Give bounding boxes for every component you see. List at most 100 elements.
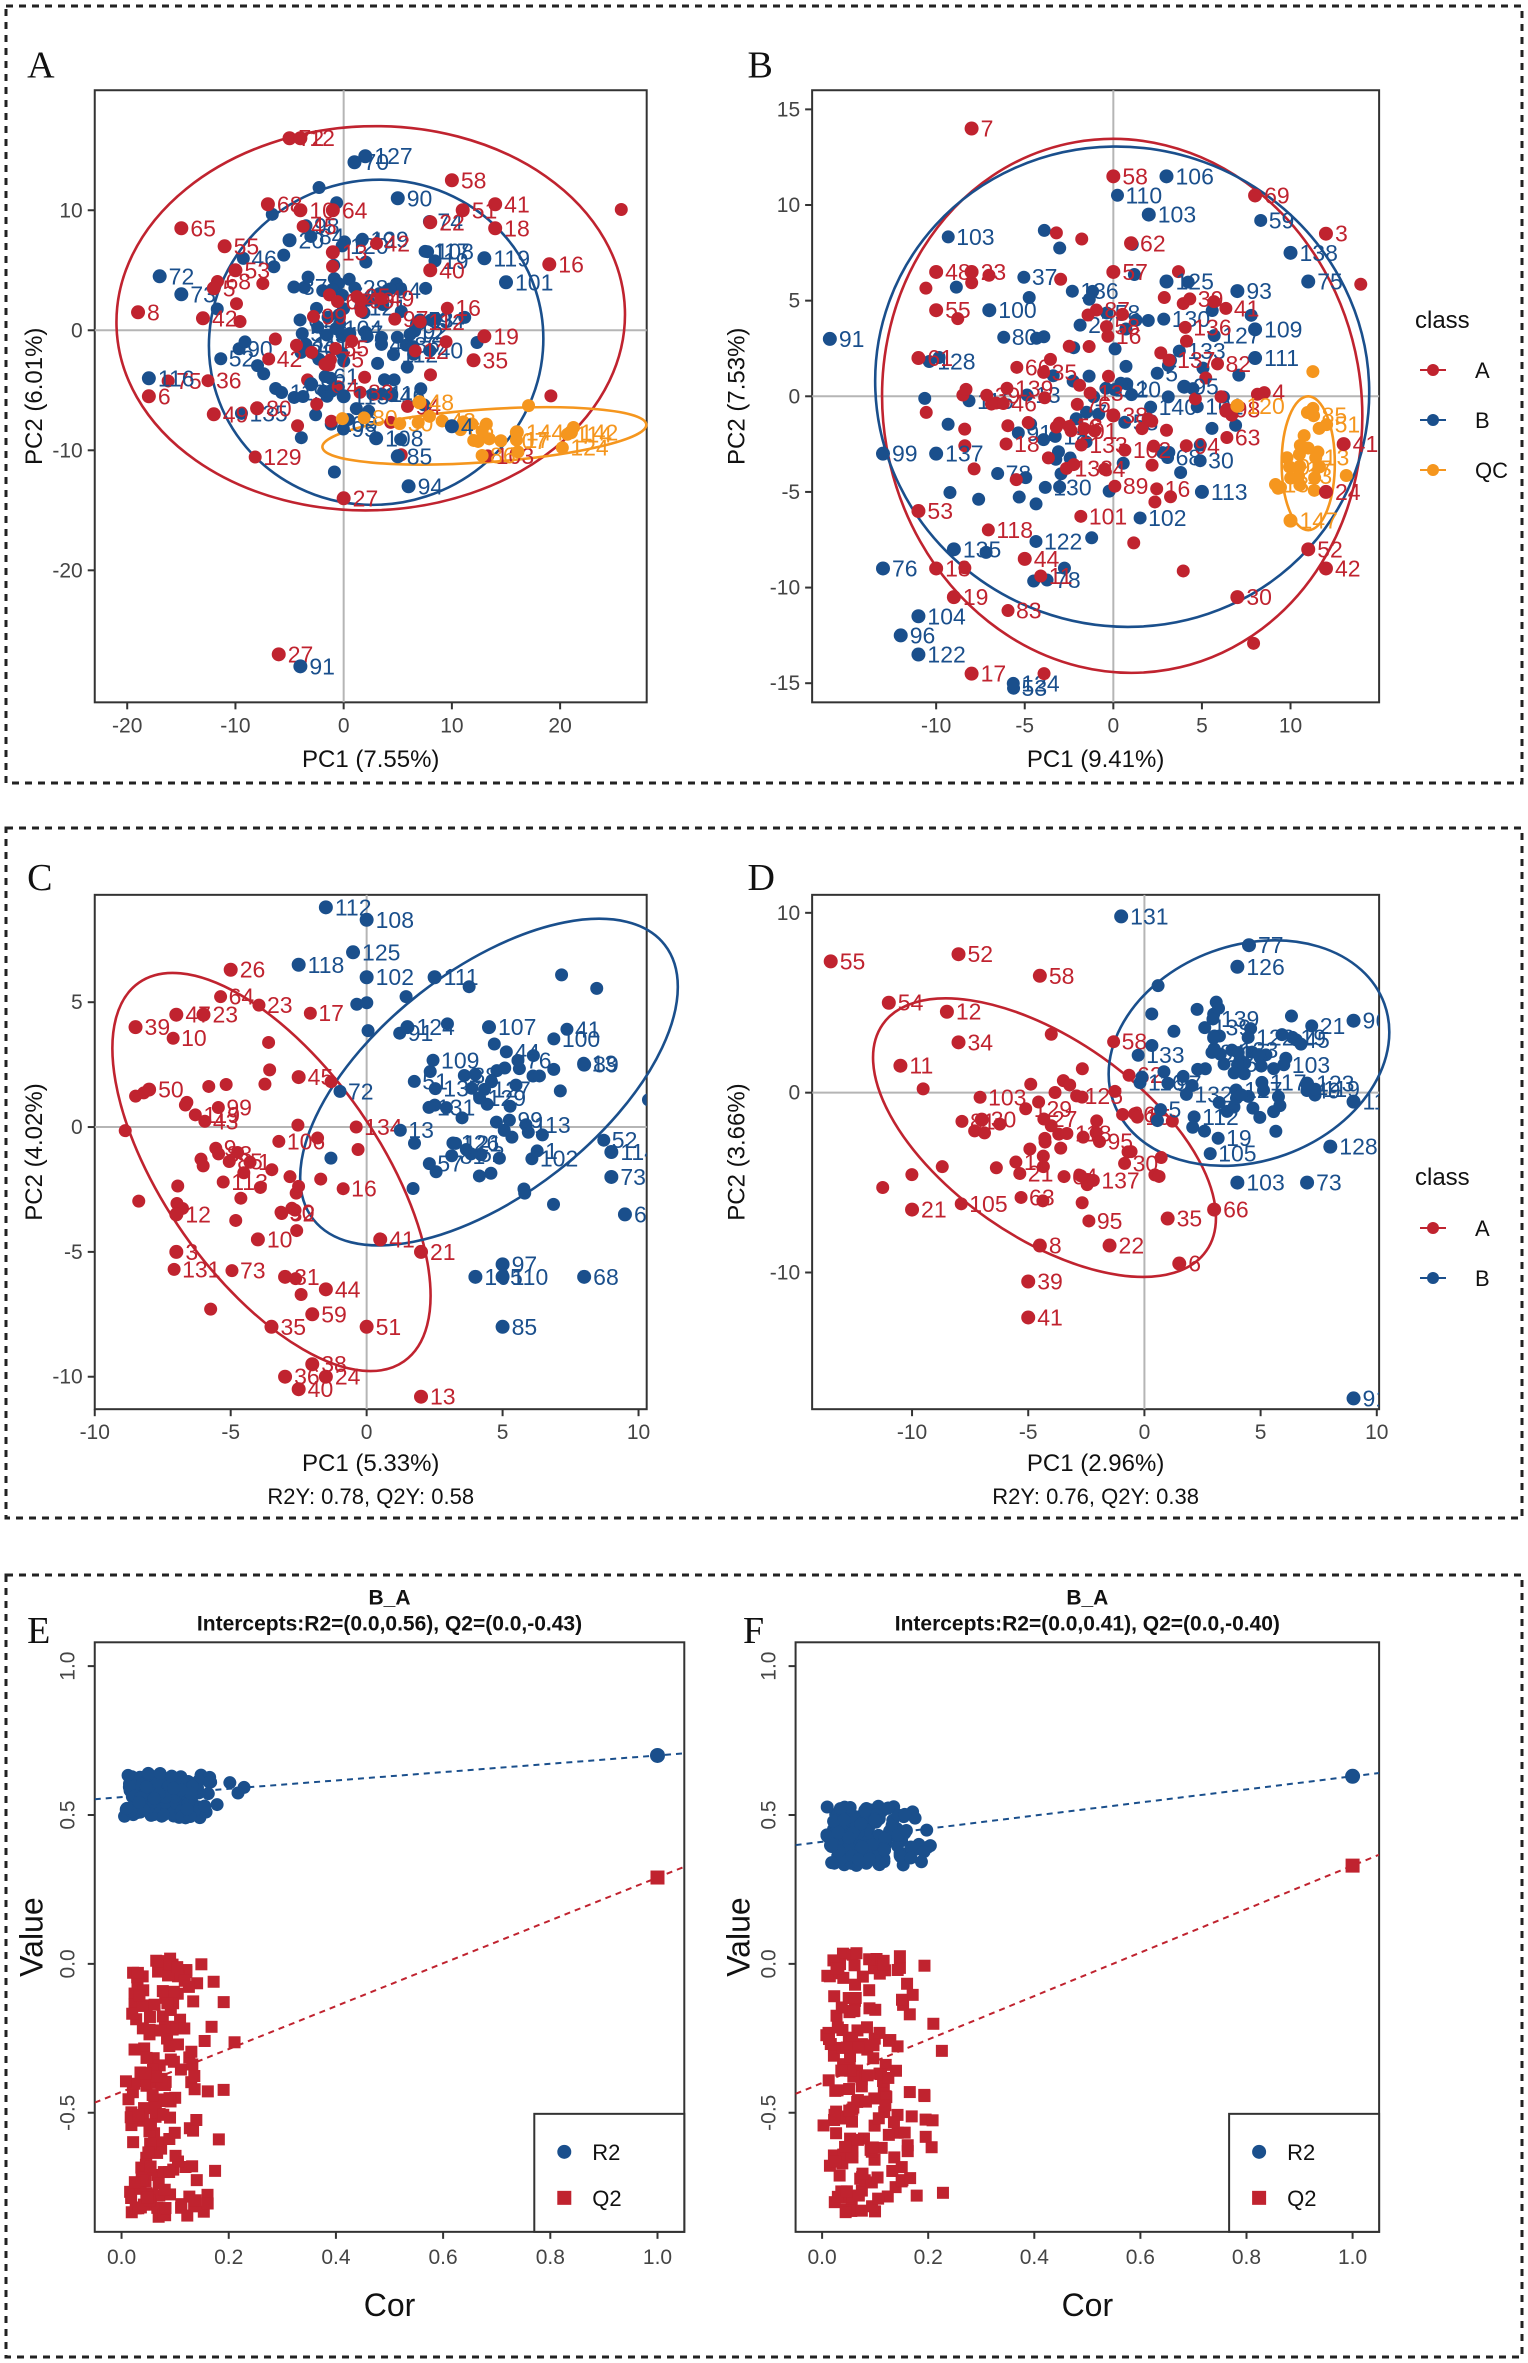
sample-point-b <box>1194 484 1209 499</box>
sample-point-a <box>1014 1190 1028 1204</box>
x-tick-label: 0.4 <box>321 2246 351 2269</box>
sample-label: 112 <box>1202 1104 1239 1130</box>
sample-point-b <box>1133 1076 1147 1090</box>
sample-point-b <box>318 900 333 915</box>
sample-point-b <box>350 997 364 1011</box>
confidence-ellipse-b <box>298 917 680 1247</box>
sample-point-b <box>547 1062 561 1076</box>
permutation-point-r2 <box>893 1849 907 1863</box>
sample-point-b <box>296 390 310 404</box>
sample-label: 55 <box>840 948 866 974</box>
sample-point-b <box>1129 313 1143 327</box>
original-model-point-q2 <box>650 1870 665 1885</box>
y-tick-label: -10 <box>770 577 800 600</box>
sample-label: 85 <box>407 443 433 469</box>
sample-label: 35 <box>1177 1206 1203 1232</box>
sample-label: 11 <box>1049 563 1073 589</box>
y-tick-label: 0 <box>788 385 800 408</box>
sample-label: 19 <box>443 248 469 274</box>
permutation-point-r2 <box>825 1856 839 1870</box>
sample-label: 101 <box>1089 503 1127 529</box>
sample-point-b <box>236 251 250 265</box>
sample-point-a <box>243 1155 257 1169</box>
permutation-point-q2 <box>127 2136 140 2149</box>
y-tick-label: -20 <box>52 559 82 582</box>
permutation-point-q2 <box>146 2089 159 2102</box>
sample-point-a <box>1127 536 1141 550</box>
permutation-point-r2 <box>141 1766 155 1780</box>
permutation-point-q2 <box>926 2114 939 2127</box>
sample-point-a <box>488 197 503 212</box>
sample-label: 90 <box>407 185 433 211</box>
x-tick-label: 0.8 <box>1232 2246 1261 2269</box>
sample-label: 72 <box>348 1078 374 1104</box>
original-model-point-q2 <box>1345 1858 1360 1873</box>
sample-label: 110 <box>1125 182 1162 208</box>
y-tick-label: -10 <box>52 439 82 462</box>
sample-point-b <box>355 232 369 246</box>
sample-point-a <box>228 263 243 278</box>
sample-point-b <box>997 330 1011 344</box>
sample-label: 135 <box>963 536 1001 562</box>
sample-label: 118 <box>996 517 1033 543</box>
permutation-point-q2 <box>856 2167 869 2180</box>
y-tick-label: 5 <box>788 290 800 313</box>
sample-point-b <box>257 367 271 381</box>
permutation-point-r2 <box>878 1843 892 1857</box>
sample-label: 127 <box>374 143 412 169</box>
sample-point-a <box>1009 473 1023 487</box>
sample-label: 76 <box>892 555 918 581</box>
sample-label: 111 <box>1264 345 1299 371</box>
permutation-point-q2 <box>852 2189 865 2202</box>
sample-point-qc <box>471 434 485 448</box>
sample-point-a <box>401 399 415 413</box>
permutation-point-q2 <box>190 2113 203 2126</box>
sample-point-b <box>893 628 908 643</box>
sample-point-b <box>462 980 476 994</box>
sample-point-a <box>954 1197 968 1211</box>
sample-point-b <box>949 280 963 294</box>
points-layer: 6495216358621031058111125137963095129118… <box>823 903 1379 1409</box>
sample-point-b <box>282 233 297 248</box>
sample-label: 42 <box>385 230 411 256</box>
original-model-point-r2 <box>1345 1768 1361 1784</box>
permutation-point-q2 <box>833 2169 846 2182</box>
sample-point-a <box>1074 509 1088 523</box>
sample-point-a <box>1160 1211 1175 1226</box>
x-tick-label: -10 <box>220 714 250 737</box>
permutation-point-q2 <box>201 2197 214 2210</box>
x-tick-label: 5 <box>1196 714 1208 737</box>
sample-point-a <box>1062 339 1076 353</box>
permutation-point-q2 <box>154 2024 167 2037</box>
permutation-point-r2 <box>899 1823 913 1837</box>
sample-point-a <box>1230 590 1245 605</box>
sample-label: 31 <box>294 1264 320 1290</box>
sample-point-a <box>1086 1173 1100 1187</box>
panel-label: A <box>27 45 55 87</box>
sample-label: 89 <box>1123 473 1149 499</box>
sample-point-a <box>1101 369 1115 383</box>
sample-point-a <box>294 1287 308 1301</box>
sample-point-a <box>1122 1068 1136 1082</box>
sample-point-a <box>291 1118 305 1132</box>
sample-point-b <box>214 352 228 366</box>
sample-label: 83 <box>368 379 394 405</box>
sample-point-b <box>1267 1062 1281 1076</box>
permutation-point-q2 <box>217 1996 230 2009</box>
sample-label: 116 <box>158 365 195 391</box>
sample-label: 10 <box>267 1226 293 1252</box>
sample-point-b <box>1186 1120 1200 1134</box>
sample-point-a <box>1171 265 1185 279</box>
y-tick-label: 15 <box>777 98 800 121</box>
sample-point-a <box>278 1269 293 1284</box>
sample-point-a <box>1009 1155 1023 1169</box>
permutation-point-q2 <box>126 2007 139 2020</box>
sample-point-a <box>958 561 972 575</box>
permutation-point-r2 <box>120 1801 134 1815</box>
sample-point-b <box>1150 366 1164 380</box>
sample-point-b <box>875 561 890 576</box>
sample-point-b <box>553 1084 567 1098</box>
sample-label: 13 <box>1098 380 1124 406</box>
sample-label: 64 <box>342 197 368 223</box>
sample-point-b <box>1203 1147 1217 1161</box>
